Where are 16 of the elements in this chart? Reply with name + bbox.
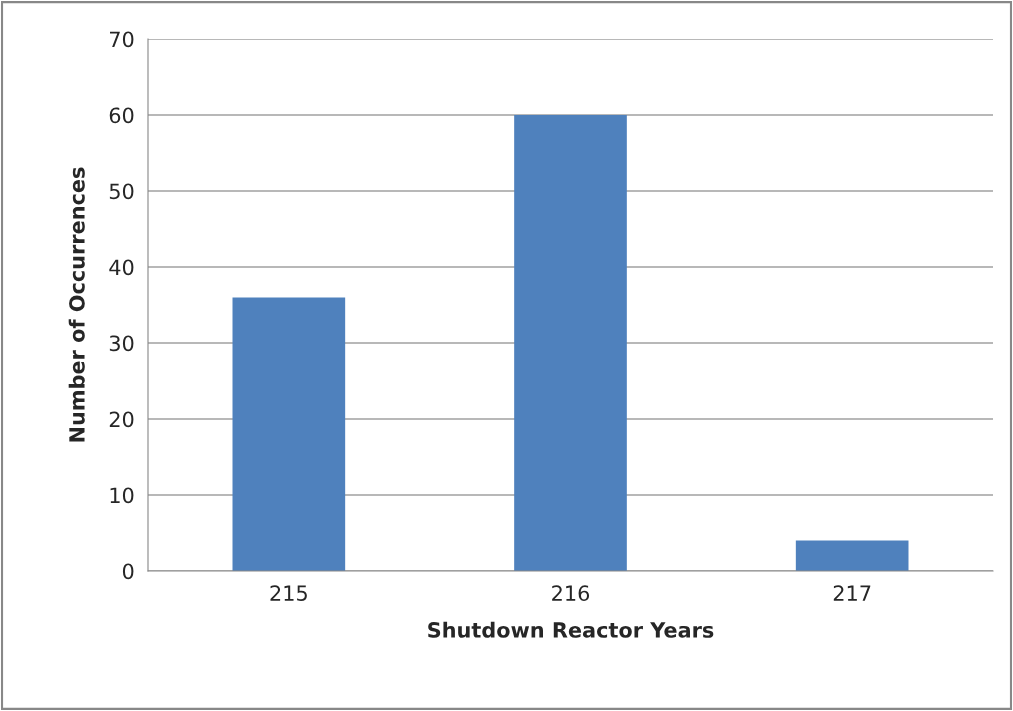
bar <box>795 540 909 571</box>
x-tick-label: 216 <box>552 585 590 602</box>
bar <box>232 297 346 571</box>
y-tick-label: 30 <box>109 335 134 352</box>
x-tick-label: 217 <box>833 585 871 601</box>
bar <box>514 115 627 571</box>
x-tick-label: 215 <box>270 585 307 602</box>
y-tick-label: 0 <box>122 563 134 580</box>
y-tick-label: 10 <box>110 487 134 504</box>
y-tick-label: 40 <box>109 259 134 276</box>
y-tick-label: 20 <box>109 411 134 428</box>
x-axis-title: Shutdown Reactor Years <box>428 621 714 638</box>
y-axis-title: Number of Occurrences <box>68 167 85 442</box>
y-tick-label: 50 <box>109 183 134 200</box>
y-tick-label: 70 <box>110 31 134 48</box>
y-tick-label: 60 <box>109 107 134 124</box>
